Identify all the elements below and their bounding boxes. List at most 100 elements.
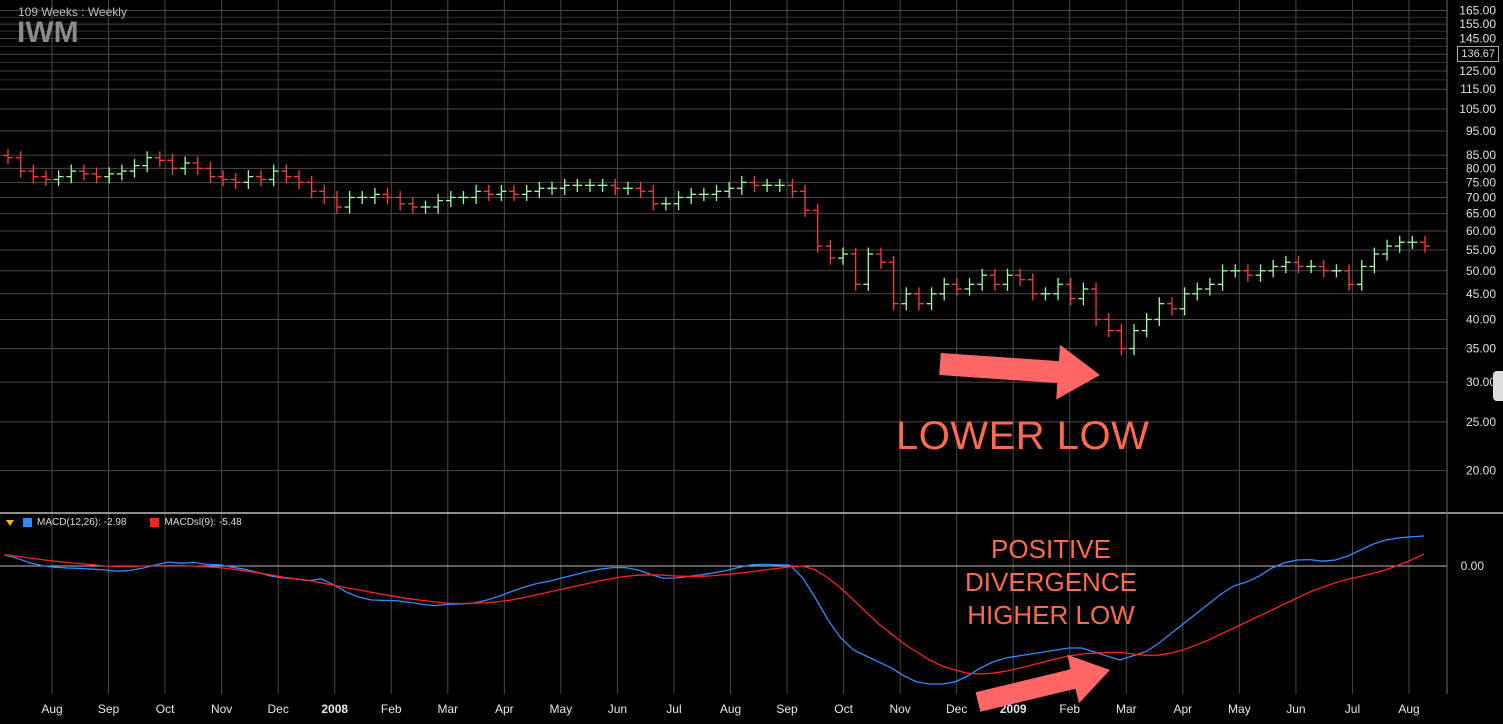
price-bar	[521, 184, 532, 201]
price-bar	[78, 164, 89, 181]
price-bar	[471, 184, 482, 205]
price-bar	[281, 164, 292, 184]
annotation-positive-divergence: POSITIVE DIVERGENCE HIGHER LOW	[960, 533, 1142, 632]
price-bar	[1002, 268, 1013, 291]
price-axis-labels: 165.00155.00145.00135.00125.00115.00105.…	[1459, 4, 1496, 478]
annotation-line: HIGHER LOW	[967, 600, 1135, 630]
macd-lines	[3, 535, 1425, 685]
annotation-arrows	[939, 344, 1110, 712]
price-bar	[319, 184, 330, 205]
price-bar	[939, 277, 950, 301]
price-bar	[711, 184, 722, 201]
price-bar	[673, 191, 684, 211]
time-tick-label: Apr	[1173, 702, 1192, 716]
annotation-line: DIVERGENCE	[965, 567, 1137, 597]
price-bar	[1344, 264, 1355, 291]
time-tick-label: Oct	[834, 702, 853, 716]
current-price-tag: 136.67	[1457, 46, 1499, 62]
time-tick-label: Jun	[608, 702, 627, 716]
price-bar	[1318, 260, 1329, 278]
price-bar	[344, 191, 355, 214]
price-bar	[167, 153, 178, 175]
price-bar	[610, 178, 621, 195]
price-bar	[1141, 313, 1152, 338]
price-bar	[1230, 264, 1241, 278]
price-bar	[913, 287, 924, 311]
price-bar	[1382, 239, 1393, 261]
price-bar	[1015, 268, 1026, 287]
ticker-symbol: IWM	[17, 16, 79, 49]
price-bar	[28, 164, 39, 184]
price-bar	[1129, 324, 1140, 356]
time-tick-label: 2009	[1000, 702, 1027, 716]
time-tick-label: Jul	[1345, 702, 1360, 716]
price-tick-label: 40.00	[1466, 312, 1496, 326]
time-tick-label: Feb	[1059, 702, 1080, 716]
time-tick-label: Mar	[1116, 702, 1137, 716]
price-tick-label: 105.00	[1459, 102, 1496, 116]
price-bar	[1179, 287, 1190, 316]
price-bar	[964, 277, 975, 296]
panel-collapse-handle[interactable]	[1493, 371, 1503, 401]
price-bar	[1242, 264, 1253, 282]
signal-legend-label: MACDsl(9): -5.48	[164, 517, 242, 528]
price-bar	[331, 191, 342, 214]
price-bar	[1053, 277, 1064, 301]
time-tick-label: 2008	[321, 702, 348, 716]
price-bar	[1078, 282, 1089, 306]
time-tick-label: Dec	[946, 702, 967, 716]
price-bar	[774, 178, 785, 192]
time-tick-label: May	[550, 702, 573, 716]
macd-tick-label: 0.00	[1461, 559, 1485, 573]
price-bar	[1154, 297, 1165, 327]
price-bar	[1293, 255, 1304, 274]
time-tick-label: Jun	[1286, 702, 1305, 716]
price-bar	[660, 197, 671, 211]
price-bar	[154, 151, 165, 167]
price-bar	[433, 194, 444, 214]
price-bar	[104, 167, 115, 184]
price-bar	[1394, 235, 1405, 253]
price-bar	[812, 203, 823, 253]
price-bar	[1268, 260, 1279, 278]
price-bar	[268, 164, 279, 187]
price-bar	[1356, 260, 1367, 291]
price-bar	[686, 187, 697, 205]
price-tick-label: 35.00	[1466, 342, 1496, 356]
price-bar	[3, 149, 13, 165]
price-tick-label: 155.00	[1459, 17, 1496, 31]
price-tick-label: 50.00	[1466, 264, 1496, 278]
price-bar	[724, 181, 735, 198]
collapse-triangle-icon[interactable]	[6, 519, 14, 526]
signal-line	[3, 553, 1425, 675]
price-bar	[648, 184, 659, 211]
price-bar	[509, 184, 520, 201]
price-bar	[1255, 264, 1266, 282]
price-bar	[445, 191, 456, 208]
macd-legend-label: MACD(12,26): -2.98	[37, 517, 127, 528]
price-bar	[1040, 287, 1051, 301]
price-tick-label: 55.00	[1466, 243, 1496, 257]
price-bar	[230, 173, 241, 190]
price-tick-label: 70.00	[1466, 190, 1496, 204]
price-tick-label: 145.00	[1459, 32, 1496, 46]
signal-swatch	[150, 518, 160, 527]
time-tick-label: Sep	[776, 702, 798, 716]
price-tick-label: 125.00	[1459, 64, 1496, 78]
price-bar	[357, 191, 368, 205]
time-tick-label: Dec	[267, 702, 288, 716]
price-bar	[736, 175, 747, 195]
time-tick-label: Feb	[381, 702, 402, 716]
price-bar	[306, 175, 317, 198]
price-bar	[382, 187, 393, 205]
price-bar	[584, 178, 595, 192]
price-bar	[192, 156, 203, 175]
price-bar	[218, 170, 229, 187]
macd-zero-line: 0.00	[0, 559, 1484, 573]
macd-line	[3, 535, 1425, 685]
price-bar	[369, 187, 380, 205]
price-bar	[597, 178, 608, 192]
price-bar	[572, 178, 583, 192]
price-bar	[1306, 260, 1317, 274]
